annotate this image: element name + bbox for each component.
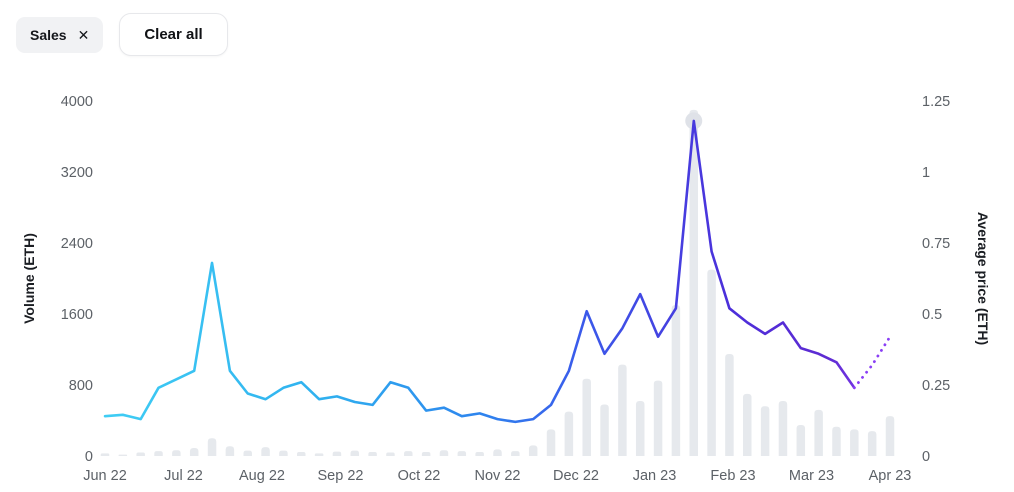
volume-bar [404,451,413,456]
volume-bar [350,450,360,456]
volume-bar [172,450,181,456]
volume-bar [243,450,252,456]
volume-bar [689,109,698,456]
volume-bar [189,448,199,456]
clear-all-button[interactable]: Clear all [119,13,228,56]
axis-labels: 0 800 1600 2400 3200 4000 0 0.25 0.5 0.75 1 1.25 Jun… [21,94,991,484]
left-axis-tick-label: 1600 [61,307,93,323]
volume-bar [493,449,502,456]
volume-bar [707,269,716,456]
volume-bar [618,364,627,456]
right-axis-tick-label: 0.5 [922,307,942,323]
x-axis-tick-label: Mar 23 [789,468,834,484]
volume-bar [582,378,591,456]
price-line [103,112,892,424]
volume-bar [511,451,520,456]
filter-chip-label: Sales [30,26,67,43]
x-axis-tick-label: Jun 22 [83,468,127,484]
volume-bar [528,445,538,456]
volume-bar [154,451,163,456]
volume-bar [600,404,609,456]
close-icon[interactable]: ✕ [77,26,90,43]
x-axis-tick-label: Feb 23 [710,468,755,484]
volume-bar [760,406,770,456]
left-axis-title: Volume (ETH) [21,233,37,324]
left-axis-tick-label: 2400 [61,236,93,252]
filter-toolbar: Sales ✕ Clear all [16,13,228,56]
right-axis-tick-label: 0.75 [922,236,950,252]
volume-bar [100,453,110,456]
volume-bar [832,426,841,456]
volume-bar [457,451,467,456]
x-axis-tick-label: Apr 23 [869,468,912,484]
volume-bar [421,452,431,456]
volume-bar [725,353,734,456]
volume-bar [564,411,574,456]
volume-bar [386,452,395,456]
price-line-solid [103,119,856,424]
volume-bar [475,452,484,456]
volume-bar [885,416,895,456]
volume-bar [314,453,324,456]
volume-bar [225,446,235,456]
left-axis-tick-label: 0 [85,449,93,465]
volume-bar [439,450,449,456]
volume-bar [671,305,681,456]
volume-bar [297,452,306,456]
volume-bar [136,452,145,456]
right-axis-tick-label: 1 [922,165,930,181]
x-axis-tick-label: Jul 22 [164,468,203,484]
volume-bar [653,380,663,456]
filter-chip-sales[interactable]: Sales ✕ [16,16,104,53]
volume-bar [778,400,788,456]
left-axis-tick-label: 800 [69,378,93,394]
volume-bar [635,400,645,456]
volume-bar [850,429,859,456]
volume-bar [546,429,556,456]
volume-bars [100,109,895,456]
right-axis-tick-label: 0 [922,449,930,465]
volume-bar [796,424,806,456]
x-axis-tick-label: Oct 22 [398,468,441,484]
volume-bar [814,409,823,456]
volume-bar [368,452,377,456]
volume-bar [207,438,217,456]
x-axis-tick-label: Jan 23 [633,468,677,484]
left-axis-tick-label: 3200 [61,165,93,181]
price-line-dotted-forecast [852,335,892,390]
x-axis-tick-label: Dec 22 [553,468,599,484]
x-axis-tick-label: Sep 22 [318,468,364,484]
volume-bar [332,451,342,456]
volume-bar [118,454,128,456]
volume-bar [743,393,752,456]
volume-bar [279,450,288,456]
left-axis-tick-label: 4000 [61,94,93,110]
right-axis-tick-label: 0.25 [922,378,950,394]
x-axis-tick-label: Aug 22 [239,468,285,484]
x-axis-tick-label: Nov 22 [475,468,521,484]
volume-bar [867,431,877,456]
right-axis-title: Average price (ETH) [975,212,991,345]
right-axis-tick-label: 1.25 [922,94,950,110]
volume-bar [261,447,270,456]
